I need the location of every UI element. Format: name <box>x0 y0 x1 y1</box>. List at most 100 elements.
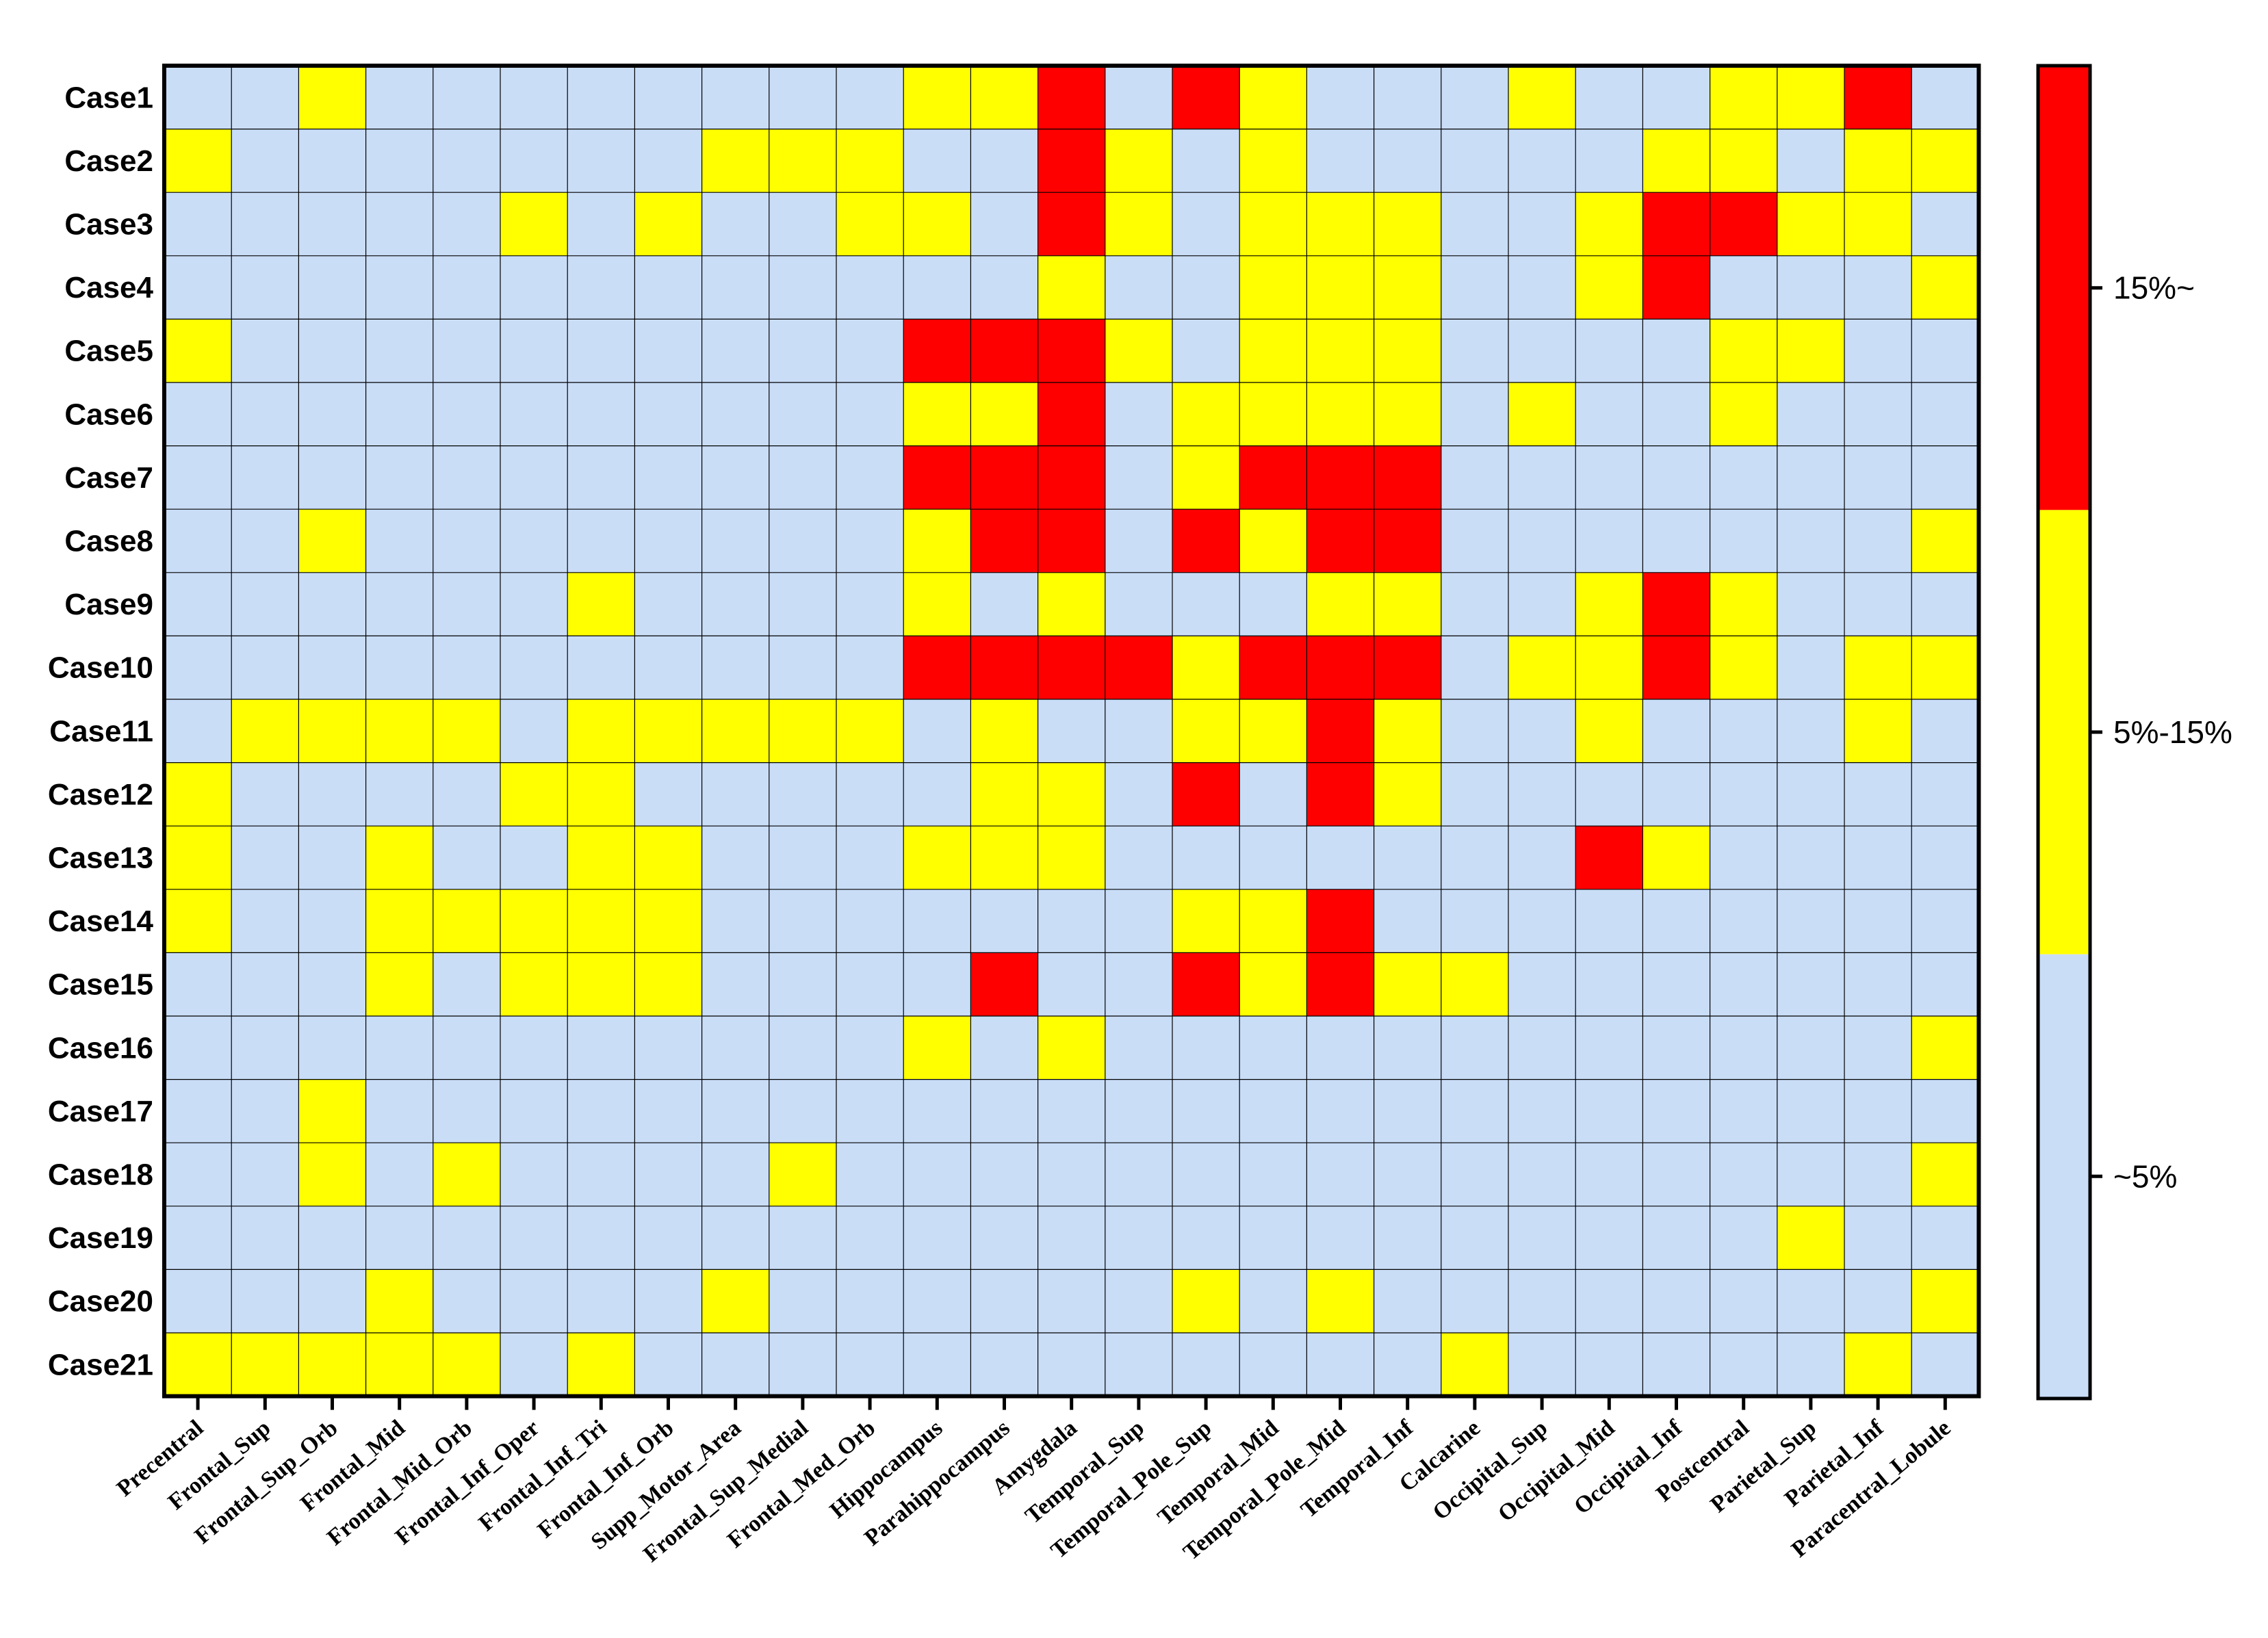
heatmap-cell <box>1374 509 1442 573</box>
heatmap-cell <box>1038 1333 1106 1397</box>
heatmap-cell <box>1777 1206 1845 1270</box>
heatmap-cell <box>1777 889 1845 953</box>
legend-label: ~5% <box>2113 1158 2177 1194</box>
heatmap-cell <box>231 952 299 1017</box>
heatmap-cell <box>1642 255 1711 320</box>
heatmap-cell <box>1642 1333 1711 1397</box>
heatmap-cell <box>365 509 434 573</box>
heatmap-cell <box>634 1079 703 1143</box>
heatmap-cell <box>903 509 971 573</box>
row-label: Case4 <box>64 271 153 304</box>
heatmap-cells <box>164 66 1979 1397</box>
heatmap-cell <box>970 762 1039 827</box>
heatmap-cell <box>1777 382 1845 447</box>
row-label: Case9 <box>64 588 153 621</box>
heatmap-cell <box>634 636 703 700</box>
heatmap-cell <box>1441 255 1509 320</box>
heatmap-cell <box>231 636 299 700</box>
heatmap-cell <box>970 699 1039 764</box>
heatmap-cell <box>903 889 971 953</box>
heatmap-cell <box>1105 889 1173 953</box>
heatmap-cell <box>701 319 770 383</box>
heatmap-cell <box>1642 636 1711 700</box>
heatmap-cell <box>1441 1206 1509 1270</box>
heatmap-cell <box>1441 1016 1509 1080</box>
row-label: Case8 <box>64 525 153 558</box>
heatmap-cell <box>1777 255 1845 320</box>
heatmap-cell <box>701 952 770 1017</box>
heatmap-cell <box>433 1143 501 1207</box>
heatmap-cell <box>1575 382 1643 447</box>
heatmap-cell <box>701 1079 770 1143</box>
heatmap-cell <box>1508 826 1576 890</box>
heatmap-cell <box>1710 319 1778 383</box>
heatmap-cell <box>164 1333 232 1397</box>
heatmap-cell <box>1777 762 1845 827</box>
legend-label: 15%~ <box>2113 270 2195 306</box>
heatmap-cell <box>1642 889 1711 953</box>
heatmap-cell <box>1911 762 1979 827</box>
heatmap-cell <box>1508 1143 1576 1207</box>
heatmap-cell <box>298 1016 367 1080</box>
heatmap-cell <box>164 762 232 827</box>
heatmap-cell <box>1374 1206 1442 1270</box>
heatmap-cell <box>1239 699 1307 764</box>
heatmap-cell <box>1710 1269 1778 1334</box>
heatmap-cell <box>1911 699 1979 764</box>
heatmap-cell <box>1508 1016 1576 1080</box>
row-label: Case3 <box>64 208 153 242</box>
heatmap-cell <box>1777 192 1845 257</box>
heatmap-grid <box>164 66 1979 1396</box>
heatmap-cell <box>231 699 299 764</box>
row-label: Case2 <box>64 144 153 178</box>
heatmap-cell <box>1105 826 1173 890</box>
heatmap-cell <box>298 319 367 383</box>
heatmap-cell <box>164 636 232 700</box>
heatmap-cell <box>970 889 1039 953</box>
heatmap-cell <box>1508 636 1576 700</box>
heatmap-cell <box>433 1269 501 1334</box>
heatmap-cell <box>567 636 635 700</box>
heatmap-cell <box>1911 1269 1979 1334</box>
heatmap-cell <box>769 192 837 257</box>
row-label: Case1 <box>64 81 153 114</box>
heatmap-cell <box>231 1269 299 1334</box>
heatmap-cell <box>1038 762 1106 827</box>
heatmap-cell <box>1441 1269 1509 1334</box>
heatmap-cell <box>231 1333 299 1397</box>
legend-swatch <box>2038 954 2090 1399</box>
heatmap-cell <box>298 699 367 764</box>
heatmap-cell <box>1844 192 1912 257</box>
heatmap-cell <box>567 952 635 1017</box>
heatmap-cell <box>1575 66 1643 130</box>
heatmap-cell <box>567 319 635 383</box>
heatmap-cell <box>1172 1016 1240 1080</box>
heatmap-cell <box>1710 699 1778 764</box>
heatmap-cell <box>1844 382 1912 447</box>
heatmap-cell <box>903 572 971 636</box>
heatmap-cell <box>433 192 501 257</box>
row-labels: Case1 Case2 Case3 Case4 Case5 Case6 Case7 Case8… <box>48 81 154 1381</box>
heatmap-cell <box>1239 762 1307 827</box>
heatmap-cell <box>634 572 703 636</box>
heatmap-cell <box>1239 952 1307 1017</box>
heatmap-cell <box>769 1269 837 1334</box>
heatmap-cell <box>1642 1016 1711 1080</box>
heatmap-cell <box>1508 762 1576 827</box>
heatmap-cell <box>365 572 434 636</box>
heatmap-cell <box>1374 636 1442 700</box>
heatmap-cell <box>1508 699 1576 764</box>
heatmap-cell <box>1441 509 1509 573</box>
heatmap-cell <box>298 509 367 573</box>
heatmap-cell <box>1306 636 1375 700</box>
heatmap-cell <box>567 1206 635 1270</box>
heatmap-cell <box>903 1333 971 1397</box>
row-label: Case16 <box>48 1031 153 1065</box>
heatmap-cell <box>500 1269 568 1334</box>
heatmap-cell <box>903 129 971 193</box>
row-label: Case7 <box>64 461 153 495</box>
heatmap-cell <box>231 382 299 447</box>
heatmap-cell <box>1508 1269 1576 1334</box>
heatmap-cell <box>1038 1016 1106 1080</box>
